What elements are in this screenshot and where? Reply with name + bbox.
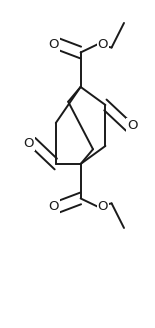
- Text: O: O: [127, 119, 138, 132]
- Text: O: O: [48, 38, 59, 51]
- Text: O: O: [98, 200, 108, 213]
- Text: O: O: [98, 38, 108, 51]
- Text: O: O: [48, 200, 59, 213]
- Text: O: O: [24, 137, 34, 150]
